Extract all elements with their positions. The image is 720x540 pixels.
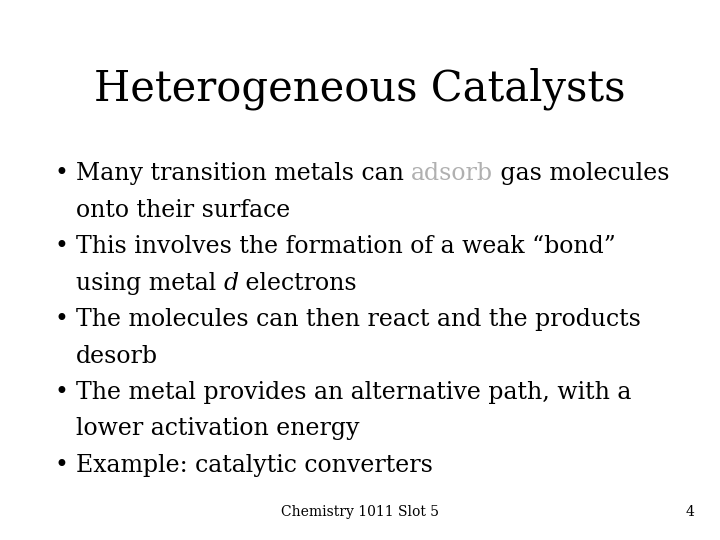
Text: •: •: [54, 381, 68, 404]
Text: using metal: using metal: [76, 272, 223, 295]
Text: Chemistry 1011 Slot 5: Chemistry 1011 Slot 5: [281, 505, 439, 519]
Text: •: •: [54, 454, 68, 477]
Text: desorb: desorb: [76, 345, 158, 368]
Text: 4: 4: [686, 505, 695, 519]
Text: gas molecules: gas molecules: [493, 162, 670, 185]
Text: onto their surface: onto their surface: [76, 199, 290, 222]
Text: d: d: [223, 272, 238, 295]
Text: The molecules can then react and the products: The molecules can then react and the pro…: [76, 308, 641, 331]
Text: Many transition metals can: Many transition metals can: [76, 162, 411, 185]
Text: Example: catalytic converters: Example: catalytic converters: [76, 454, 433, 477]
Text: •: •: [54, 162, 68, 185]
Text: The metal provides an alternative path, with a: The metal provides an alternative path, …: [76, 381, 631, 404]
Text: electrons: electrons: [238, 272, 357, 295]
Text: adsorb: adsorb: [411, 162, 493, 185]
Text: lower activation energy: lower activation energy: [76, 417, 359, 441]
Text: •: •: [54, 235, 68, 258]
Text: This involves the formation of a weak “bond”: This involves the formation of a weak “b…: [76, 235, 616, 258]
Text: •: •: [54, 308, 68, 331]
Text: Heterogeneous Catalysts: Heterogeneous Catalysts: [94, 68, 626, 110]
